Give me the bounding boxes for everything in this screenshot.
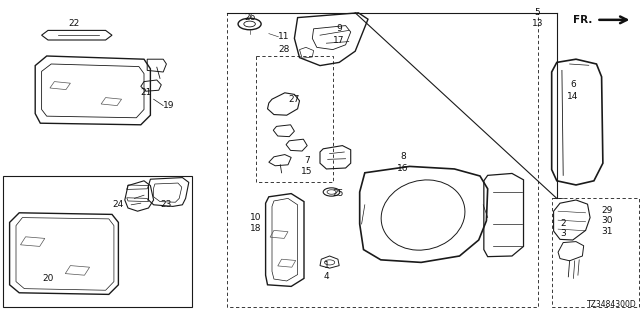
Text: 16: 16 bbox=[397, 164, 409, 172]
Text: 7: 7 bbox=[305, 156, 310, 164]
Text: 31: 31 bbox=[602, 227, 613, 236]
Text: 14: 14 bbox=[567, 92, 579, 100]
Text: 11: 11 bbox=[278, 32, 290, 41]
Text: 6: 6 bbox=[570, 80, 575, 89]
Text: 21: 21 bbox=[141, 88, 152, 97]
Text: 26: 26 bbox=[244, 13, 255, 22]
Text: 10: 10 bbox=[250, 213, 261, 222]
Text: 28: 28 bbox=[278, 45, 290, 54]
Text: 19: 19 bbox=[163, 101, 175, 110]
Text: 20: 20 bbox=[42, 274, 54, 283]
Text: 8: 8 bbox=[401, 152, 406, 161]
Text: 4: 4 bbox=[324, 272, 329, 281]
Text: 22: 22 bbox=[68, 19, 79, 28]
Text: 30: 30 bbox=[602, 216, 613, 225]
Text: 18: 18 bbox=[250, 224, 261, 233]
Text: 9: 9 bbox=[337, 24, 342, 33]
Text: 24: 24 bbox=[113, 200, 124, 209]
Text: 15: 15 bbox=[301, 167, 313, 176]
Text: 25: 25 bbox=[333, 189, 344, 198]
Text: 13: 13 bbox=[532, 19, 543, 28]
Text: 3: 3 bbox=[561, 229, 566, 238]
Text: 27: 27 bbox=[288, 95, 300, 104]
Text: TZ3484300D: TZ3484300D bbox=[587, 300, 637, 309]
Text: FR.: FR. bbox=[573, 15, 592, 25]
Text: 5: 5 bbox=[535, 8, 540, 17]
Text: 1: 1 bbox=[324, 261, 329, 270]
Text: 17: 17 bbox=[333, 36, 345, 45]
Text: 29: 29 bbox=[602, 206, 613, 215]
Text: 2: 2 bbox=[561, 220, 566, 228]
Text: 23: 23 bbox=[161, 200, 172, 209]
